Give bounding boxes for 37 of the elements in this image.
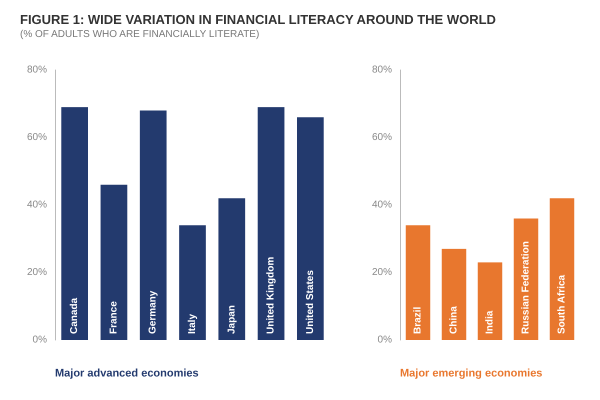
y-tick-label: 80% <box>372 64 392 76</box>
x-axis-title: Major emerging economies <box>400 368 542 380</box>
y-tick-label: 80% <box>26 64 48 76</box>
x-tick-label: Germany <box>148 290 159 334</box>
x-tick-label: Japan <box>226 305 238 334</box>
x-tick-label: China <box>448 306 460 334</box>
chart-subtitle: (% OF ADULTS WHO ARE FINANCIALLY LITERATE) <box>20 29 260 40</box>
x-tick-label: India <box>484 310 496 334</box>
bar <box>297 117 324 340</box>
y-tick-label: 0% <box>378 334 392 346</box>
bar <box>140 110 167 340</box>
x-axis-title: Major advanced economies <box>55 368 199 380</box>
bar <box>478 262 502 340</box>
bar <box>100 184 128 340</box>
bar <box>258 107 284 340</box>
x-tick-label: Canada <box>69 297 80 334</box>
y-tick-label: 20% <box>26 267 48 278</box>
x-tick-label: South Africa <box>556 274 568 334</box>
x-tick-label: United Kingdom <box>266 256 277 334</box>
y-tick-label: 40% <box>26 200 48 210</box>
y-tick-label: 60% <box>372 132 392 143</box>
y-tick-label: 40% <box>372 200 392 210</box>
x-tick-label: Brazil <box>412 306 424 334</box>
y-tick-label: 20% <box>372 267 392 278</box>
bar <box>61 107 88 340</box>
bar <box>442 248 466 340</box>
x-tick-label: France <box>108 300 120 334</box>
chart-title: FIGURE 1: WIDE VARIATION IN FINANCIAL LITERACY AROUND THE WORLD <box>20 12 496 27</box>
y-tick-label: 60% <box>26 132 48 143</box>
bar <box>406 225 430 340</box>
y-tick-label: 0% <box>32 334 48 346</box>
x-tick-label: United States <box>304 270 316 334</box>
x-tick-label: Italy <box>187 314 198 334</box>
bar <box>550 198 574 340</box>
bar <box>218 198 246 340</box>
bar <box>179 225 206 340</box>
x-tick-label: Russian Federation <box>520 241 532 334</box>
